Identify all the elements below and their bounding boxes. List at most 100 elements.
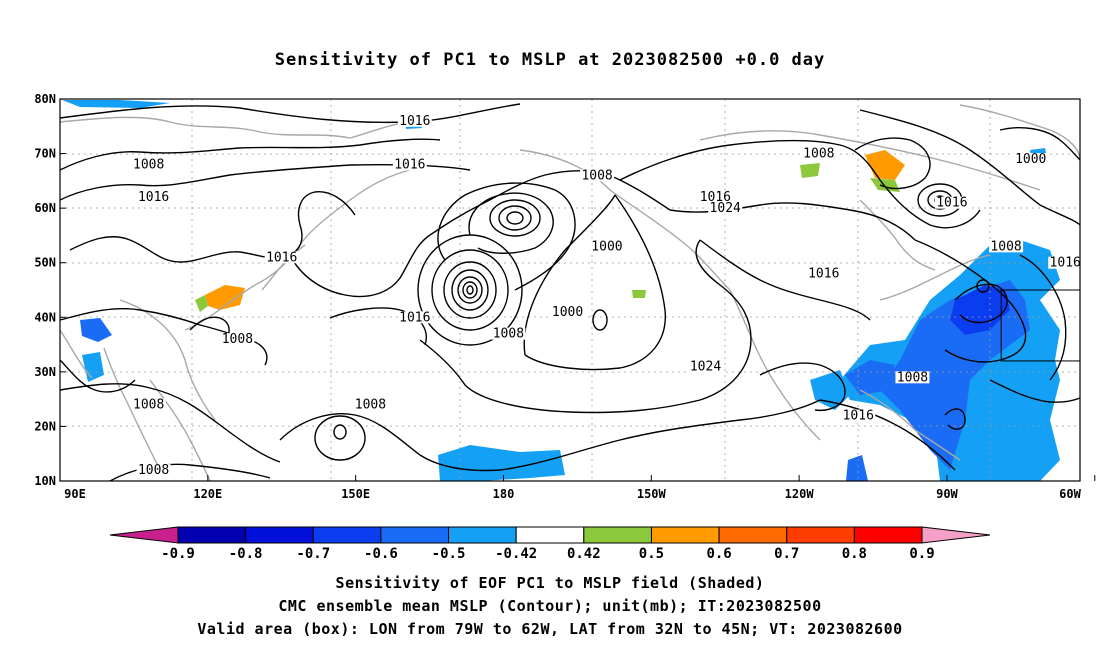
shading-arctic-strip — [62, 100, 170, 108]
contour-pacific-1008-loop — [314, 415, 366, 461]
contour-low-china — [189, 316, 230, 341]
colorbar-label: 0.9 — [909, 546, 934, 562]
contour-india-low — [60, 359, 136, 393]
contour-label: 1000 — [591, 239, 622, 254]
contour-label-background — [806, 267, 841, 280]
colorbar-label: -0.9 — [161, 546, 195, 562]
y-tick-label: 40N — [34, 310, 56, 324]
contour-label-background — [841, 409, 876, 422]
coastline-canada-arctic — [699, 130, 1041, 191]
y-tick-label: 70N — [34, 147, 56, 161]
contour-label-background — [580, 169, 615, 182]
contour-label: 1000 — [552, 305, 583, 320]
y-tick-label: 60N — [34, 201, 56, 215]
colorbar-segment — [786, 526, 855, 544]
x-tick-label: 120E — [193, 487, 222, 501]
contour-atlantic-loop-south — [944, 408, 966, 430]
contour-pacific-low-2 — [431, 249, 509, 331]
contour-label: 1008 — [803, 147, 834, 162]
contour-small-loop-central — [592, 309, 608, 331]
x-tick-label: 90W — [936, 487, 958, 501]
colorbar-label: -0.5 — [432, 546, 466, 562]
contour-pacific-low-1 — [417, 234, 523, 346]
colorbar-segment — [380, 526, 450, 544]
contour-north-america-1016-south — [699, 239, 871, 321]
contour-label: 1008 — [897, 370, 928, 385]
contour-label-background — [491, 327, 526, 340]
colorbar-segment — [650, 526, 720, 544]
coastline-greenland — [959, 104, 1080, 161]
colorbar-high-end — [921, 526, 991, 544]
coastline-siberia — [60, 116, 431, 139]
contour-label: 1000 — [1015, 152, 1046, 167]
contour-atlantic-1016-east — [1019, 254, 1067, 381]
coastline-north-america-west — [729, 289, 821, 441]
contour-asia-inner — [69, 191, 356, 263]
contour-pacific-1016-north — [429, 170, 671, 236]
contour-pacific-low-5 — [457, 276, 483, 304]
x-tick-label: 120W — [785, 487, 815, 501]
shading-west-atlantic-strong — [950, 285, 1010, 335]
colorbar-label: -0.6 — [364, 546, 398, 562]
contour-label-background — [136, 191, 171, 204]
contour-subtropical-atlantic — [989, 379, 1080, 403]
axis-ticks: 90E 120E 150E 180 150W 120W 90W 60W 80N 70N 60N 50N… — [34, 92, 1096, 501]
x-tick-label: 90E — [64, 487, 86, 501]
caption-line-2: CMC ensemble mean MSLP (Contour); unit(m… — [278, 597, 822, 615]
coastline-east-asia — [119, 169, 411, 421]
contour-label: 1016 — [936, 196, 967, 211]
map-frame — [59, 98, 1081, 482]
contour-siberia-1008 — [60, 138, 441, 171]
contour-label: 1024 — [690, 359, 721, 374]
colorbar-segment — [312, 526, 382, 544]
contour-label-background — [934, 196, 969, 209]
coastline-se-asia — [149, 379, 211, 481]
contour-label: 1016 — [700, 190, 731, 205]
shading-west-india — [80, 318, 112, 342]
contour-label: 1016 — [399, 310, 430, 325]
contour-label: 1008 — [222, 332, 253, 347]
shading-caribbean — [846, 455, 868, 481]
contour-gulf-1008 — [759, 362, 846, 412]
shading-china-positive — [205, 285, 245, 310]
shading-canada-positive — [865, 150, 905, 180]
contour-pacific-1008-small — [333, 424, 347, 440]
colorbar-low-end — [109, 526, 179, 544]
shading-atlantic-east — [1020, 435, 1058, 475]
contour-label-background — [264, 251, 299, 264]
colorbar-segment — [177, 526, 247, 544]
contour-label-background — [1048, 256, 1080, 269]
contour-label: 1016 — [399, 114, 430, 129]
shading-north-america-green — [632, 290, 646, 298]
caption-line-1: Sensitivity of EOF PC1 to MSLP field (Sh… — [335, 574, 765, 592]
coastline-hudson — [859, 199, 936, 271]
colorbar-label: 0.5 — [639, 546, 664, 562]
contour-label: 1016 — [843, 409, 874, 424]
contour-asia-1016-loop — [289, 234, 431, 298]
contour-aleutian-low-4 — [498, 205, 532, 231]
contour-pacific-1008-south — [279, 399, 821, 472]
contour-labels: 1016100810161016100810161024100010161016… — [131, 114, 1080, 478]
contour-west-atlantic-small — [976, 279, 990, 293]
colorbar-label: 0.7 — [774, 546, 799, 562]
contour-label-background — [688, 360, 723, 373]
contour-pacific-high-1024 — [523, 194, 666, 371]
contour-atlantic-south — [819, 399, 956, 471]
contour-1016-central-north — [329, 307, 427, 346]
contour-aleutian-low-5 — [506, 211, 524, 225]
x-tick-label: 150E — [341, 487, 370, 501]
contour-label-background — [708, 202, 743, 215]
contour-label-background — [397, 311, 432, 324]
colorbar-segment — [515, 526, 585, 544]
contour-label: 1024 — [710, 201, 741, 216]
valid-area-box — [1000, 289, 1080, 362]
shading-gulf — [845, 360, 895, 395]
y-tick-label: 50N — [34, 256, 56, 270]
contour-label-background — [589, 240, 624, 253]
colorbar-label: 0.8 — [842, 546, 867, 562]
contour-aleutian-low-outer — [437, 182, 576, 291]
colorbar-segment — [448, 526, 517, 544]
colorbar-label: 0.42 — [567, 546, 601, 562]
contour-label-background — [989, 240, 1024, 253]
contour-label-background — [550, 305, 585, 318]
